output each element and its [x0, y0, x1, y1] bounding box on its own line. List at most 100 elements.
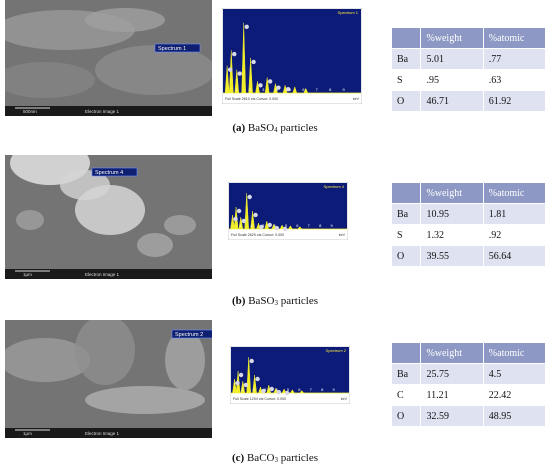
eds-peak-marker	[267, 79, 273, 84]
table-cell: Ba	[392, 48, 421, 70]
spectrum-box	[91, 167, 138, 177]
header-cell: %weight	[420, 343, 484, 364]
table-cell: 22.42	[482, 384, 545, 406]
table-cell: C	[392, 384, 421, 406]
eds-peak-marker	[243, 382, 248, 388]
eds-peak-marker	[232, 51, 237, 57]
caption-label: (b)	[232, 295, 246, 307]
sem-particle	[137, 233, 173, 257]
table-row: C 11.21 22.42	[392, 384, 545, 406]
eds-peaks	[229, 192, 347, 230]
table-cell: 11.21	[420, 384, 484, 406]
caption-text: particles	[280, 295, 318, 307]
eds-footer: Full Scale 2629 cts Cursor: 0.000	[231, 233, 284, 237]
eds-axis-tick: 3	[262, 223, 265, 228]
caption-formula: BaSO	[248, 295, 275, 307]
caption: (b) BaSO3 particles	[0, 295, 550, 307]
eds-peak-marker	[269, 386, 274, 392]
table-cell: 1.32	[420, 224, 484, 246]
spectrum-label: Spectrum 2	[175, 332, 203, 338]
table-cell: 61.92	[482, 90, 545, 112]
caption-formula: BaCO	[246, 452, 275, 464]
table-cell: Ba	[392, 203, 421, 225]
header-cell: %atomic	[482, 183, 545, 204]
table-cell: S	[392, 69, 421, 91]
table-row: Ba 10.95 1.81	[392, 203, 545, 225]
eds-axis-tick: 4	[273, 223, 276, 228]
table-cell: 5.01	[420, 48, 484, 70]
sem-particle	[75, 320, 135, 385]
table-cell: 10.95	[420, 203, 484, 225]
eds-peak-marker	[244, 24, 249, 29]
eds-peak-marker	[255, 376, 260, 382]
eds-unit: keV	[341, 397, 348, 401]
sem-particle	[95, 45, 212, 95]
sem-particle	[164, 215, 196, 235]
header-cell: %weight	[420, 28, 484, 49]
table-row: O 39.55 56.64	[392, 245, 545, 267]
table-row: S 1.32.92	[392, 224, 545, 246]
eds-axis-tick: 1	[241, 387, 244, 392]
table-cell: 32.59	[420, 405, 484, 427]
sem-particle	[85, 8, 165, 32]
eds-unit: keV	[339, 233, 346, 237]
eds-axis-tick: 8	[329, 87, 332, 92]
table-cell: O	[392, 90, 421, 112]
table-row: S .95.63	[392, 69, 545, 91]
spectrum-label: Spectrum 1	[158, 46, 186, 52]
sem-image: 1μm Electron Image 1 Spectrum 4	[5, 155, 212, 279]
eds-peak-marker	[238, 372, 244, 378]
composition-table: %weight %atomic Ba 10.95 1.81 S 1.32.92 O 39.55 5…	[392, 183, 545, 267]
table-cell: 1.81	[482, 203, 545, 225]
sem-image-label: Electron Image 1	[85, 272, 120, 277]
eds-axis-tick: 5	[287, 387, 290, 392]
eds-axis-tick: 3	[264, 387, 267, 392]
eds-plot	[223, 9, 361, 93]
eds-axis-tick: 4	[275, 87, 278, 92]
table-cell: O	[392, 245, 421, 267]
eds-peaks	[231, 356, 349, 394]
eds-footer: Full Scale 1294 cts Cursor: 0.000	[233, 397, 286, 401]
eds-axis-tick: 7	[310, 387, 313, 392]
spectrum-box	[171, 329, 212, 339]
eds-axis-tick: 2	[249, 87, 252, 92]
sem-info-bar	[5, 106, 212, 116]
sem-scale: 1μm	[23, 431, 32, 436]
table-cell: Ba	[392, 363, 421, 385]
eds-title: Spectrum 4	[324, 184, 345, 189]
header-cell	[392, 343, 421, 364]
composition-table: %weight %atomic Ba 5.01.77 S .95.63 O 46.71 61.9…	[392, 28, 545, 112]
eds-title: Spectrum 2	[326, 348, 347, 353]
eds-plot	[231, 347, 349, 393]
eds-spectrum: Spectrum 1 1 2 3 4 5 6 7 8 9 Full Scale 2610 cts C…	[222, 8, 362, 104]
eds-peak-marker	[233, 216, 238, 222]
header-cell: %atomic	[482, 343, 545, 364]
eds-spectrum: Spectrum 2 1 2 3 4 5 6 7 8 9 Full Scale 1294 cts C…	[230, 346, 350, 404]
eds-peak-marker	[247, 194, 252, 200]
caption-formula: BaSO	[247, 122, 275, 134]
table-cell: .77	[482, 48, 545, 70]
eds-peak-marker	[276, 390, 282, 395]
sem-image: 500nm Electron Image 1 Spectrum 1	[5, 0, 212, 116]
eds-peak-marker	[284, 390, 290, 396]
eds-peak-marker	[285, 87, 291, 92]
eds-peak-marker	[251, 59, 256, 65]
eds-peak-marker	[258, 83, 263, 88]
header-cell: %weight	[420, 183, 484, 204]
sem-info-bar	[5, 269, 212, 279]
eds-title: Spectrum 1	[338, 10, 359, 15]
eds-peak-marker	[274, 226, 280, 231]
sem-image: 1μm Electron Image 1 Spectrum 2	[5, 320, 212, 438]
spectrum-box	[154, 43, 201, 53]
eds-axis-tick: 9	[330, 223, 333, 228]
table-cell: .95	[420, 69, 484, 91]
eds-axis-tick: 7	[308, 223, 311, 228]
table-cell: .63	[482, 69, 545, 91]
caption-text: particles	[280, 452, 318, 464]
caption-text: particles	[280, 122, 318, 134]
table-cell: 39.55	[420, 245, 484, 267]
header-cell: %atomic	[482, 28, 545, 49]
eds-axis-tick: 8	[319, 223, 322, 228]
table-cell: 25.75	[420, 363, 484, 385]
table-cell: O	[392, 405, 421, 427]
